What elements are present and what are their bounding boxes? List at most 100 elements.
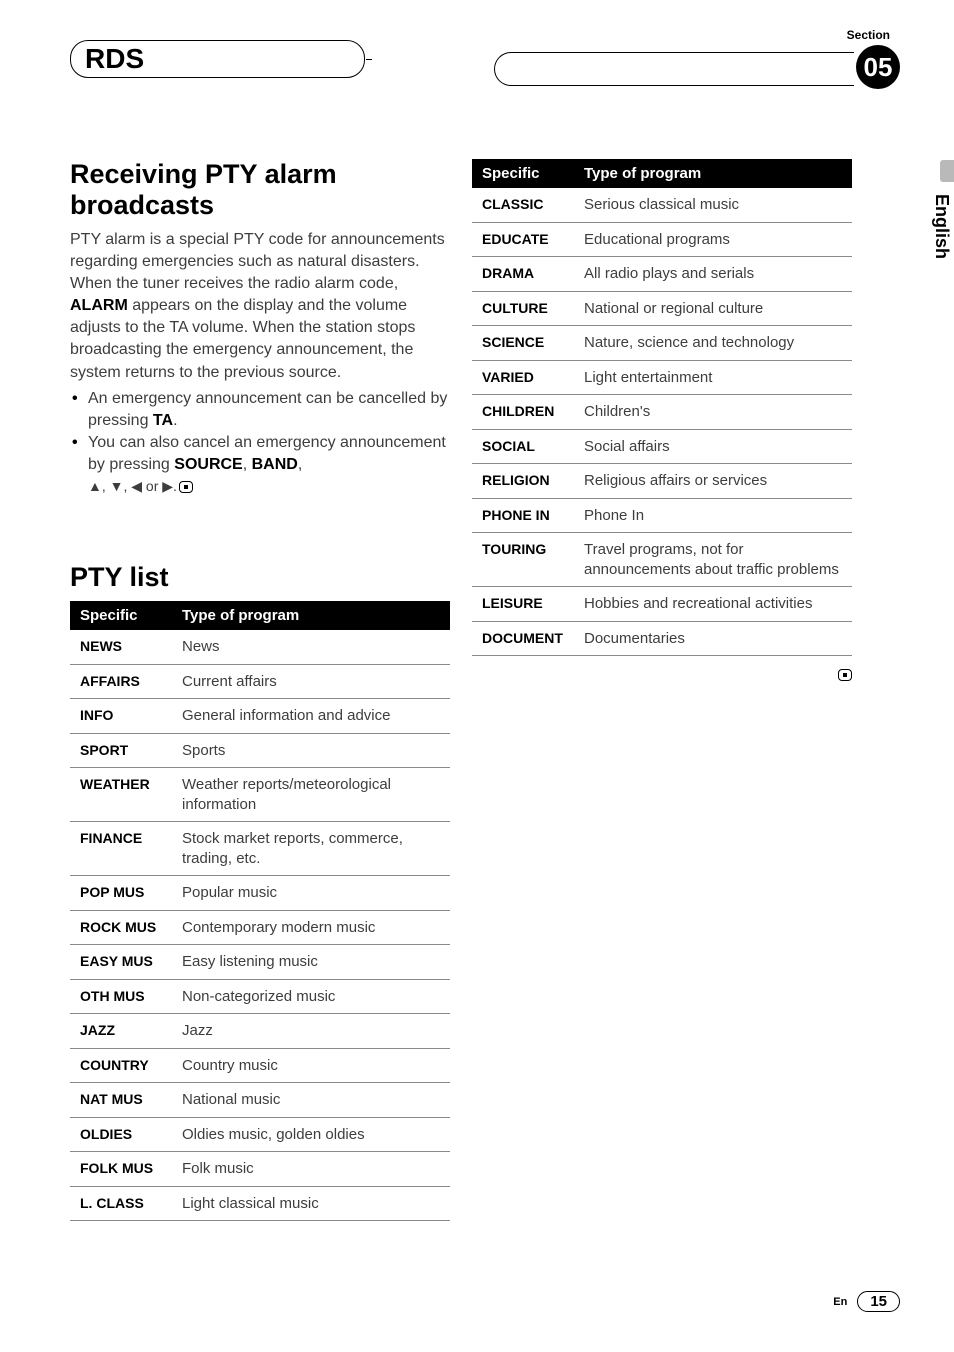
cell-specific: ROCK MUS bbox=[70, 910, 172, 945]
table-row: SCIENCENature, science and technology bbox=[472, 326, 852, 361]
heading-receiving-pty: Receiving PTY alarm broadcasts bbox=[70, 159, 450, 221]
language-tab: English bbox=[929, 190, 954, 263]
cell-type: Children's bbox=[574, 395, 852, 430]
cell-type: Travel programs, not for announcements a… bbox=[574, 533, 852, 587]
cell-specific: EASY MUS bbox=[70, 945, 172, 980]
table-row: WEATHERWeather reports/meteorological in… bbox=[70, 768, 450, 822]
cell-type: Weather reports/meteorological informati… bbox=[172, 768, 450, 822]
section-number: 05 bbox=[856, 45, 900, 89]
table-row: DRAMAAll radio plays and serials bbox=[472, 257, 852, 292]
cell-specific: LEISURE bbox=[472, 587, 574, 622]
table-row: DOCUMENTDocumentaries bbox=[472, 621, 852, 656]
list-item: An emergency announcement can be cancell… bbox=[70, 388, 450, 432]
cell-specific: SOCIAL bbox=[472, 429, 574, 464]
cell-type: Non-categorized music bbox=[172, 979, 450, 1014]
cell-specific: OLDIES bbox=[70, 1117, 172, 1152]
cell-specific: SCIENCE bbox=[472, 326, 574, 361]
cell-specific: POP MUS bbox=[70, 876, 172, 911]
section-indicator: Section 05 bbox=[847, 28, 900, 89]
table-row: NAT MUSNational music bbox=[70, 1083, 450, 1118]
bullet-list: An emergency announcement can be cancell… bbox=[70, 388, 450, 498]
cell-specific: AFFAIRS bbox=[70, 664, 172, 699]
pty-alarm-paragraph: PTY alarm is a special PTY code for anno… bbox=[70, 229, 450, 384]
table-row: AFFAIRSCurrent affairs bbox=[70, 664, 450, 699]
cell-type: Light classical music bbox=[172, 1186, 450, 1221]
content-columns: Receiving PTY alarm broadcasts PTY alarm… bbox=[70, 159, 900, 1221]
language-tab-marker bbox=[940, 160, 954, 182]
table-row: L. CLASSLight classical music bbox=[70, 1186, 450, 1221]
cell-type: Oldies music, golden oldies bbox=[172, 1117, 450, 1152]
cell-specific: EDUCATE bbox=[472, 222, 574, 257]
table-row: POP MUSPopular music bbox=[70, 876, 450, 911]
cell-specific: INFO bbox=[70, 699, 172, 734]
cell-type: Nature, science and technology bbox=[574, 326, 852, 361]
cell-specific: CHILDREN bbox=[472, 395, 574, 430]
stop-icon bbox=[838, 669, 852, 681]
text-run: , bbox=[298, 456, 302, 473]
stop-icon bbox=[179, 481, 193, 493]
cell-type: Contemporary modern music bbox=[172, 910, 450, 945]
cell-specific: FOLK MUS bbox=[70, 1152, 172, 1187]
table-row: EASY MUSEasy listening music bbox=[70, 945, 450, 980]
cell-type: All radio plays and serials bbox=[574, 257, 852, 292]
text-run: PTY alarm is a special PTY code for anno… bbox=[70, 231, 445, 292]
cell-specific: CULTURE bbox=[472, 291, 574, 326]
column-header-specific: Specific bbox=[472, 159, 574, 188]
table-row: SOCIALSocial affairs bbox=[472, 429, 852, 464]
cell-type: Country music bbox=[172, 1048, 450, 1083]
cell-specific: PHONE IN bbox=[472, 498, 574, 533]
cell-specific: COUNTRY bbox=[70, 1048, 172, 1083]
cell-type: Social affairs bbox=[574, 429, 852, 464]
cell-specific: SPORT bbox=[70, 733, 172, 768]
table-row: EDUCATEEducational programs bbox=[472, 222, 852, 257]
chapter-title: RDS bbox=[70, 40, 365, 78]
cell-specific: CLASSIC bbox=[472, 188, 574, 222]
table-row: TOURINGTravel programs, not for announce… bbox=[472, 533, 852, 587]
cell-specific: L. CLASS bbox=[70, 1186, 172, 1221]
footer-language: En bbox=[833, 1296, 847, 1308]
list-item: You can also cancel an emergency announc… bbox=[70, 432, 450, 498]
cell-specific: RELIGION bbox=[472, 464, 574, 499]
table-row: SPORTSports bbox=[70, 733, 450, 768]
table-row: CHILDRENChildren's bbox=[472, 395, 852, 430]
arrow-glyphs: ▲, ▼, ◀ or ▶. bbox=[88, 478, 177, 494]
text-bold: SOURCE bbox=[174, 456, 242, 473]
cell-type: Easy listening music bbox=[172, 945, 450, 980]
cell-type: National music bbox=[172, 1083, 450, 1118]
page-number: 15 bbox=[857, 1291, 900, 1312]
text-run: . bbox=[173, 412, 177, 429]
cell-type: Folk music bbox=[172, 1152, 450, 1187]
table-row: JAZZJazz bbox=[70, 1014, 450, 1049]
cell-type: National or regional culture bbox=[574, 291, 852, 326]
cell-type: Stock market reports, commerce, trading,… bbox=[172, 822, 450, 876]
pty-table-right: Specific Type of program CLASSICSerious … bbox=[472, 159, 852, 656]
left-column: Receiving PTY alarm broadcasts PTY alarm… bbox=[70, 159, 450, 1221]
table-row: OTH MUSNon-categorized music bbox=[70, 979, 450, 1014]
heading-pty-list: PTY list bbox=[70, 562, 450, 593]
right-column: Specific Type of program CLASSICSerious … bbox=[472, 159, 852, 1221]
table-row: INFOGeneral information and advice bbox=[70, 699, 450, 734]
column-header-type: Type of program bbox=[574, 159, 852, 188]
text-bold: ALARM bbox=[70, 297, 128, 314]
cell-type: Jazz bbox=[172, 1014, 450, 1049]
cell-type: Popular music bbox=[172, 876, 450, 911]
cell-type: Serious classical music bbox=[574, 188, 852, 222]
cell-type: Documentaries bbox=[574, 621, 852, 656]
text-bold: BAND bbox=[252, 456, 298, 473]
cell-specific: DOCUMENT bbox=[472, 621, 574, 656]
table-row: CLASSICSerious classical music bbox=[472, 188, 852, 222]
cell-type: Educational programs bbox=[574, 222, 852, 257]
table-row: LEISUREHobbies and recreational activiti… bbox=[472, 587, 852, 622]
cell-specific: TOURING bbox=[472, 533, 574, 587]
cell-type: Current affairs bbox=[172, 664, 450, 699]
pty-table-left: Specific Type of program NEWSNewsAFFAIRS… bbox=[70, 601, 450, 1221]
page-header: RDS Section 05 bbox=[70, 28, 900, 89]
table-row: FOLK MUSFolk music bbox=[70, 1152, 450, 1187]
column-header-type: Type of program bbox=[172, 601, 450, 630]
cell-specific: WEATHER bbox=[70, 768, 172, 822]
cell-type: General information and advice bbox=[172, 699, 450, 734]
table-row: ROCK MUSContemporary modern music bbox=[70, 910, 450, 945]
table-row: PHONE INPhone In bbox=[472, 498, 852, 533]
section-end-mark bbox=[472, 666, 852, 684]
cell-type: Religious affairs or services bbox=[574, 464, 852, 499]
